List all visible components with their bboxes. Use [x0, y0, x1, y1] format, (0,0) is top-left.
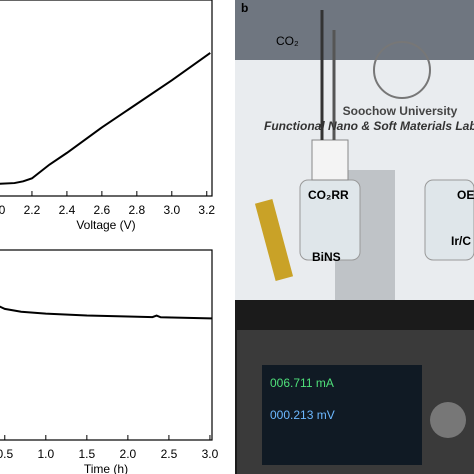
x-tick-label: 0.5	[0, 447, 13, 461]
photo-text: CO₂	[276, 34, 299, 48]
photo-text: Functional Nano & Soft Materials Laborat	[264, 119, 474, 133]
photo-text: CO₂RR	[308, 188, 349, 202]
plot-frame	[0, 249, 213, 441]
x-axis-label: Voltage (V)	[76, 218, 135, 232]
x-tick-label: 2.4	[59, 203, 76, 217]
wall	[235, 0, 474, 60]
cell-right	[424, 179, 474, 261]
knob	[430, 402, 466, 438]
photo-text: Ir/C	[451, 234, 471, 248]
photo-text: Soochow University	[343, 104, 458, 118]
x-axis-label: Time (h)	[84, 462, 128, 474]
photo: b CO₂ Soochow University Functional Nano…	[235, 0, 474, 474]
data-line	[0, 52, 211, 185]
x-tick-label: 2.5	[161, 447, 178, 461]
meter-screen	[262, 365, 422, 465]
meter-reading: 000.213 mV	[270, 408, 335, 422]
x-tick-label: 2.2	[24, 203, 41, 217]
photo-text: OE	[457, 188, 474, 202]
battery	[254, 199, 294, 281]
x-tick-label: 2.8	[128, 203, 145, 217]
data-line	[0, 305, 212, 320]
plot-frame	[0, 0, 213, 197]
x-tick-label: 1.0	[37, 447, 54, 461]
x-tick-label: 2.0	[0, 203, 6, 217]
photo-text: BiNS	[312, 250, 341, 264]
panel-label: b	[241, 1, 248, 15]
x-tick-label: 2.0	[120, 447, 137, 461]
meter-reading: 006.711 mA	[270, 376, 334, 390]
x-tick-label: 3.0	[202, 447, 219, 461]
x-tick-label: 3.2	[198, 203, 215, 217]
x-tick-label: 2.6	[94, 203, 111, 217]
x-tick-label: 1.5	[78, 447, 95, 461]
cap-left	[311, 139, 349, 181]
x-tick-label: 3.0	[163, 203, 180, 217]
logo	[373, 41, 431, 99]
